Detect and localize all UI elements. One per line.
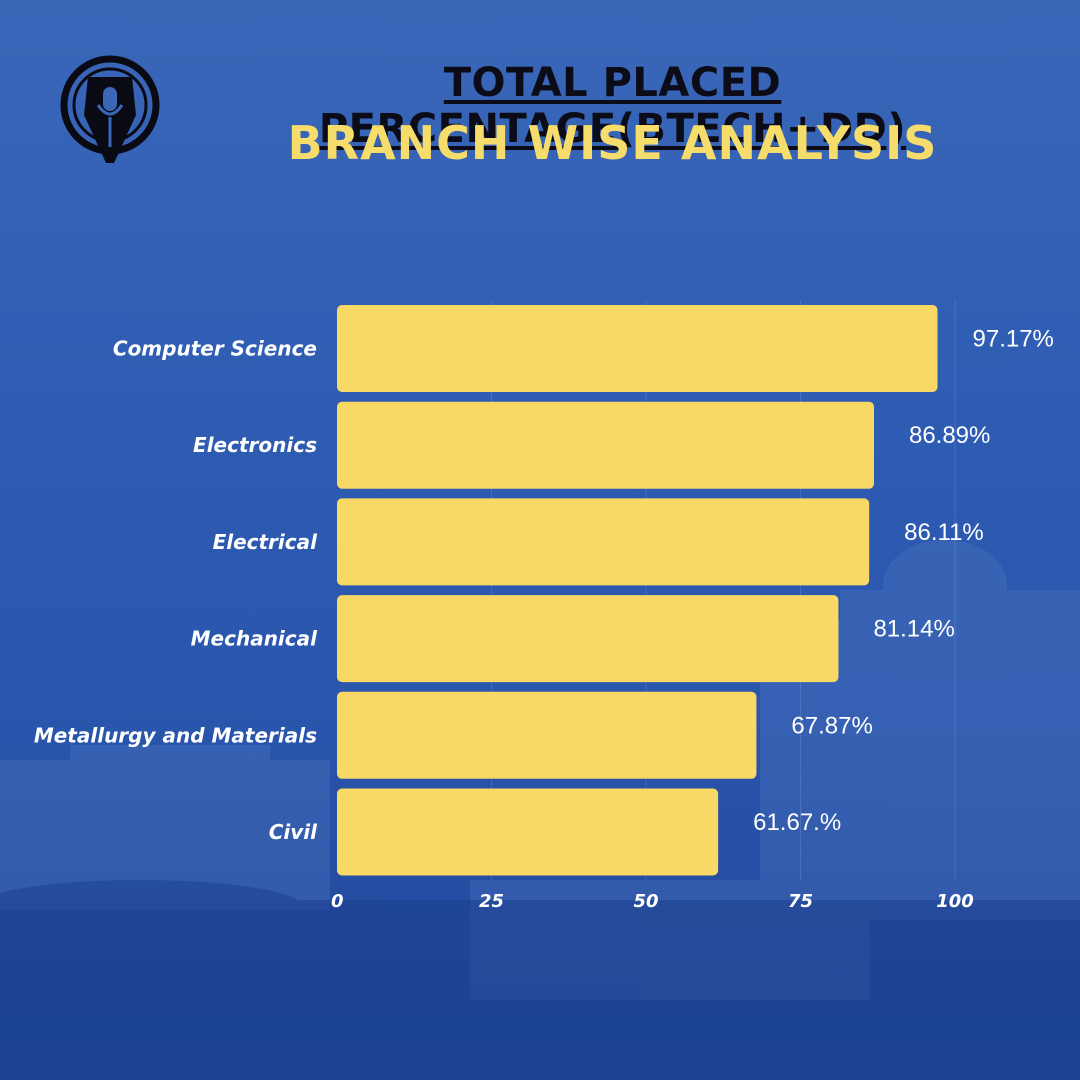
- value-label: 61.67.%: [753, 809, 841, 836]
- category-label: Metallurgy and Materials: [34, 723, 317, 747]
- x-axis-ticks: 0 25 50 75 100: [331, 891, 974, 912]
- category-label: Electrical: [213, 530, 319, 554]
- bar-civil: [337, 788, 719, 876]
- category-label: Electronics: [193, 433, 317, 457]
- category-labels: Computer Science Electronics Electrical Mec…: [34, 337, 318, 845]
- bar-computer-science: [337, 305, 938, 392]
- value-label: 81.14%: [873, 616, 954, 643]
- category-label: Mechanical: [191, 627, 319, 651]
- bars: [337, 305, 938, 876]
- chart-subtitle: BRANCH WISE ANALYSIS: [287, 116, 938, 170]
- value-label: 97.17%: [973, 326, 1054, 353]
- bar-electronics: [337, 401, 874, 489]
- grid-lines: [491, 300, 956, 880]
- value-labels: 97.17% 86.89% 86.11% 81.14% 67.87% 61.67.%: [753, 326, 1054, 837]
- x-tick-label: 25: [479, 891, 504, 912]
- x-tick-label: 100: [936, 891, 974, 912]
- bar-electrical: [337, 498, 870, 586]
- value-label: 67.87%: [791, 712, 872, 739]
- value-label: 86.11%: [904, 519, 984, 546]
- x-tick-label: 75: [788, 891, 813, 912]
- category-label: Computer Science: [113, 337, 317, 361]
- bar-mechanical: [337, 595, 839, 683]
- x-tick-label: 50: [633, 891, 658, 912]
- chart-title: TOTAL PLACED PERCENTAGE(BTECH+DD): [318, 60, 907, 152]
- value-label: 86.89%: [909, 422, 990, 449]
- bar-metallurgy-and-materials: [337, 691, 757, 779]
- pen-nib-microphone-logo-icon: [60, 55, 160, 163]
- x-tick-label: 0: [331, 891, 344, 912]
- category-label: Civil: [269, 820, 318, 844]
